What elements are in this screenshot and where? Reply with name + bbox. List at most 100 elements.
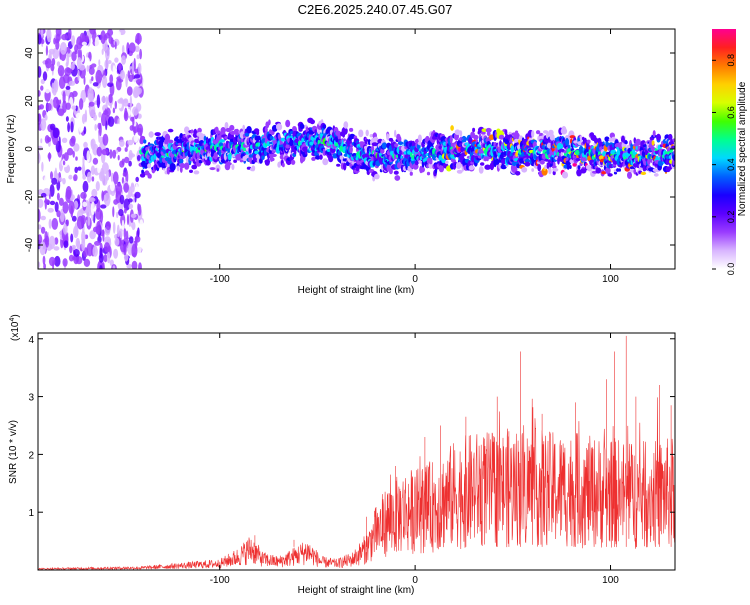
spectrogram-cell <box>128 236 134 244</box>
spectrogram-cell <box>115 183 123 195</box>
spectrogram-cell <box>531 168 535 172</box>
spectrogram-cell <box>495 158 500 165</box>
spectrogram-cell <box>251 165 256 172</box>
spectrogram-cell <box>66 219 69 227</box>
spectrogram-cell <box>304 148 308 155</box>
snr-xtick-label: -100 <box>210 575 230 586</box>
spectrogram-cell <box>93 114 97 121</box>
spectrogram-cell <box>103 242 111 253</box>
spectrogram-cell <box>394 175 401 181</box>
spectrogram-cell <box>70 121 74 133</box>
spectrogram-cell <box>107 116 115 127</box>
spectrogram-cell <box>548 167 552 175</box>
spectrogram-cell <box>70 233 74 243</box>
spectrogram-cell <box>428 159 433 165</box>
spectrogram-cell <box>373 136 379 142</box>
spectrogram-cell <box>40 192 47 198</box>
spectrogram-cell <box>671 145 675 150</box>
spectrogram-cell <box>627 171 632 179</box>
spectrogram-cell <box>65 186 72 200</box>
spectrogram-cell <box>48 256 56 267</box>
figure-title: C2E6.2025.240.07.45.G07 <box>298 2 453 17</box>
spectrogram-cell <box>82 155 85 166</box>
spectrogram-cell <box>46 29 52 43</box>
spectrogram-cell <box>114 100 118 110</box>
spectrogram-cell <box>113 171 119 185</box>
spectrogram-cell <box>632 148 636 156</box>
snr-frame <box>37 332 676 571</box>
spectrogram-cell <box>63 73 70 84</box>
spectrogram-cell <box>42 60 46 65</box>
spectrogram-cell <box>521 167 528 173</box>
spectrogram-cell <box>91 260 95 269</box>
spectrogram-cell <box>80 215 86 225</box>
spectrogram-cell <box>127 70 131 79</box>
spectrogram-cell <box>82 180 89 193</box>
spectrogram-cell <box>183 134 186 138</box>
spectrogram-cell <box>371 142 378 147</box>
spectrogram-cell <box>65 83 71 97</box>
spectrogram-cell <box>101 261 105 269</box>
spectrogram-cell <box>123 182 129 193</box>
spectrogram-cell <box>83 76 86 85</box>
snr-xtick-label: 100 <box>602 575 619 586</box>
snr-xtick-label: 0 <box>412 575 418 586</box>
spectrogram-cell <box>92 82 99 87</box>
spectrogram-cell <box>127 226 133 239</box>
spectrogram-cell <box>121 55 126 65</box>
spectrogram-cell <box>125 170 129 185</box>
spectrogram-cell <box>105 221 112 231</box>
spectrogram-cell <box>131 61 135 75</box>
spectrogram-cell <box>136 242 142 255</box>
spectrogram-cell <box>90 139 94 147</box>
spectrogram-cell <box>46 136 52 143</box>
spectrogram-cell <box>524 158 531 163</box>
spectrogram-cell <box>63 240 69 248</box>
spectrogram-cell <box>112 149 117 159</box>
spectrogram-cell <box>70 196 74 202</box>
spectrogram-cell <box>71 244 77 251</box>
spectrogram-cell <box>62 90 66 104</box>
spectrogram-cell <box>73 174 78 182</box>
spectrogram-cell <box>109 149 113 159</box>
spectrogram-cell <box>121 158 125 166</box>
spectrogram-cell <box>123 244 127 256</box>
spectrogram-cell <box>131 260 138 269</box>
spectrogram-cell <box>112 107 116 114</box>
spectrogram-cell <box>552 170 556 176</box>
spectrogram-panel: -100 0 100 -40 -20 0 20 40 Height of straight … <box>6 28 676 296</box>
spectrogram-cell <box>472 127 476 133</box>
snr-scale-prefix: (x10 <box>10 321 21 341</box>
spectrogram-cell <box>319 154 323 160</box>
spectrogram-cell <box>117 154 120 161</box>
snr-ytick-label: 3 <box>28 393 34 404</box>
spectrogram-cell <box>498 134 505 140</box>
spectrogram-cell <box>62 201 69 214</box>
spectrogram-cell <box>66 68 72 73</box>
spectrogram-cell <box>42 71 48 81</box>
spectrogram-cell <box>88 101 95 107</box>
spectrogram-cell <box>290 159 296 165</box>
spectrogram-cell <box>189 169 193 173</box>
spectrogram-cell <box>523 151 527 155</box>
spectrogram-cell <box>39 241 46 256</box>
spectrogram-cell <box>216 168 220 172</box>
spectrogram-cell <box>45 235 50 248</box>
spectrogram-cell <box>315 155 321 160</box>
spectrogram-cell <box>618 168 621 172</box>
spectrogram-cell <box>58 197 64 206</box>
spectrogram-cell <box>616 168 620 172</box>
spectrogram-cell <box>121 44 125 55</box>
snr-scale-exponent: 4 <box>9 318 16 322</box>
spectrogram-cell <box>86 65 90 72</box>
spectrogram-cell <box>123 253 129 262</box>
spectrogram-cell <box>83 258 91 267</box>
spectrogram-cell <box>109 74 114 84</box>
spectrogram-cell <box>45 58 52 69</box>
spectrogram-cell <box>203 135 207 142</box>
spectrogram-xtick-label: 100 <box>602 274 619 285</box>
spectrogram-cell <box>69 137 76 147</box>
spectrogram-cell <box>105 96 108 110</box>
spectrogram-cell <box>114 234 118 239</box>
spectrogram-cell <box>68 254 74 262</box>
